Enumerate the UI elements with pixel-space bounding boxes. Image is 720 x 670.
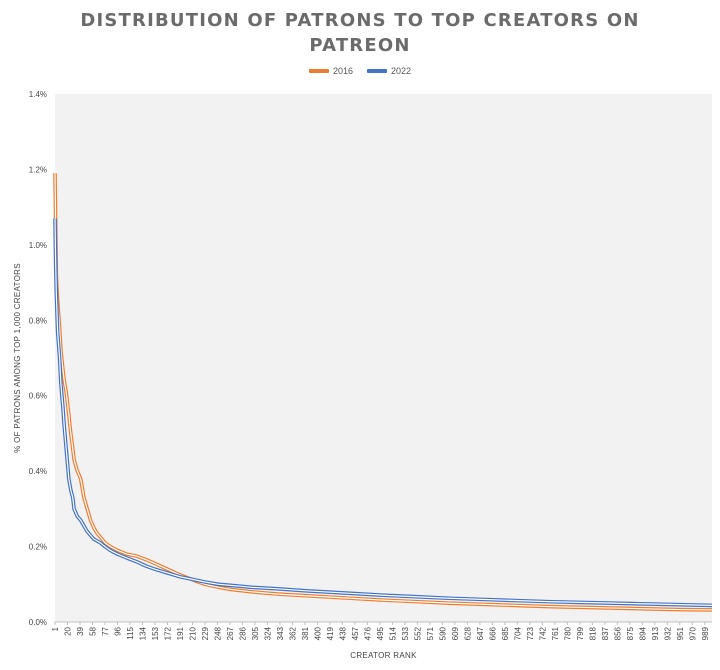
x-tick-label: 761 (551, 626, 560, 640)
y-tick-label: 0.6% (29, 392, 47, 401)
x-tick-label: 514 (388, 626, 397, 640)
x-tick-label: 856 (613, 626, 622, 640)
x-tick-label: 970 (688, 626, 697, 640)
x-tick-label: 362 (288, 626, 297, 640)
x-tick-label: 438 (338, 626, 347, 640)
x-tick-label: 989 (701, 626, 710, 640)
x-tick-label: 666 (488, 626, 497, 640)
x-axis-ticks: 1 20 39 58 77 96 115 134 153 172 191 210 229 248 267 28… (51, 622, 710, 640)
x-tick-label: 210 (188, 626, 197, 640)
x-tick-label: 248 (213, 626, 222, 640)
x-tick-label: 77 (101, 626, 110, 635)
x-tick-label: 58 (88, 626, 97, 635)
x-tick-label: 913 (651, 626, 660, 640)
legend-swatch-2016 (308, 69, 329, 73)
x-tick-label: 837 (601, 626, 610, 640)
x-tick-label: 799 (576, 626, 585, 640)
legend-swatch-2022 (367, 69, 387, 73)
x-tick-label: 324 (263, 626, 272, 640)
x-tick-label: 115 (126, 626, 135, 639)
y-tick-label: 1.4% (29, 90, 47, 99)
x-tick-label: 818 (588, 626, 597, 640)
x-tick-label: 533 (401, 626, 410, 640)
legend-label-2016: 2016 (332, 66, 353, 76)
x-tick-label: 267 (226, 626, 235, 640)
chart-legend: 2016 2022 (0, 66, 720, 76)
x-tick-label: 685 (501, 626, 510, 640)
x-tick-label: 20 (63, 626, 72, 635)
y-axis-ticks: 0.0% 0.2% 0.4% 0.6% 0.8% 1.0% 1.2% 1.4% (29, 90, 47, 627)
x-tick-label: 723 (526, 626, 535, 640)
x-tick-label: 590 (438, 626, 447, 640)
chart-title-line-2: PATREON (309, 35, 411, 56)
x-tick-label: 134 (138, 626, 147, 640)
x-tick-label: 780 (563, 626, 572, 640)
x-tick-label: 153 (151, 626, 160, 640)
legend-item-2016: 2016 (308, 66, 353, 76)
y-tick-label: 1.0% (29, 241, 47, 250)
chart-title: DISTRIBUTION OF PATRONS TO TOP CREATORS … (0, 8, 720, 58)
series-layer (53, 173, 713, 612)
y-tick-label: 0.0% (29, 618, 47, 627)
x-tick-label: 628 (463, 626, 472, 640)
x-tick-label: 400 (313, 626, 322, 640)
x-tick-label: 343 (276, 626, 285, 640)
x-tick-label: 609 (451, 626, 460, 640)
x-tick-label: 419 (326, 626, 335, 640)
x-tick-label: 286 (238, 626, 247, 640)
y-tick-label: 0.2% (29, 543, 47, 552)
plot-area (55, 94, 712, 622)
x-tick-label: 229 (201, 626, 210, 640)
x-tick-label: 96 (113, 626, 122, 635)
legend-label-2022: 2022 (391, 66, 412, 76)
x-tick-label: 495 (376, 626, 385, 640)
x-tick-label: 457 (351, 626, 360, 640)
x-tick-label: 552 (413, 626, 422, 640)
x-tick-label: 305 (251, 626, 260, 640)
x-tick-label: 742 (538, 626, 547, 640)
x-tick-label: 894 (638, 626, 647, 640)
x-tick-label: 172 (163, 626, 172, 640)
x-tick-label: 476 (363, 626, 372, 640)
y-tick-label: 0.4% (29, 467, 47, 476)
x-tick-label: 875 (626, 626, 635, 640)
x-tick-label: 571 (426, 626, 435, 640)
x-tick-label: 932 (663, 626, 672, 640)
x-tick-label: 1 (51, 626, 60, 631)
x-tick-label: 39 (76, 626, 85, 635)
x-tick-label: 704 (513, 626, 522, 640)
x-tick-label: 381 (301, 626, 310, 640)
series-line-core-2022 (54, 218, 713, 607)
x-axis-title: CREATOR RANK (350, 651, 417, 660)
y-tick-label: 1.2% (29, 165, 47, 174)
x-tick-label: 951 (676, 626, 685, 640)
y-tick-label: 0.8% (29, 316, 47, 325)
series-line-core-2016 (54, 173, 713, 611)
x-tick-label: 191 (176, 626, 185, 640)
legend-item-2022: 2022 (367, 66, 411, 76)
y-axis-title: % OF PATRONS AMONG TOP 1,000 CREATORS (13, 263, 22, 453)
chart-title-line-1: DISTRIBUTION OF PATRONS TO TOP CREATORS … (80, 10, 640, 31)
x-tick-label: 647 (476, 626, 485, 640)
